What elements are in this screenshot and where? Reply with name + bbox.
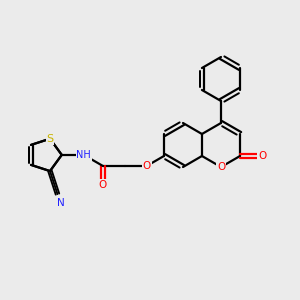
- Text: O: O: [99, 180, 107, 190]
- Text: S: S: [46, 134, 54, 144]
- Text: O: O: [258, 151, 266, 161]
- Text: N: N: [57, 199, 64, 208]
- Text: O: O: [217, 162, 225, 172]
- Text: O: O: [143, 161, 151, 171]
- Text: NH: NH: [76, 150, 91, 160]
